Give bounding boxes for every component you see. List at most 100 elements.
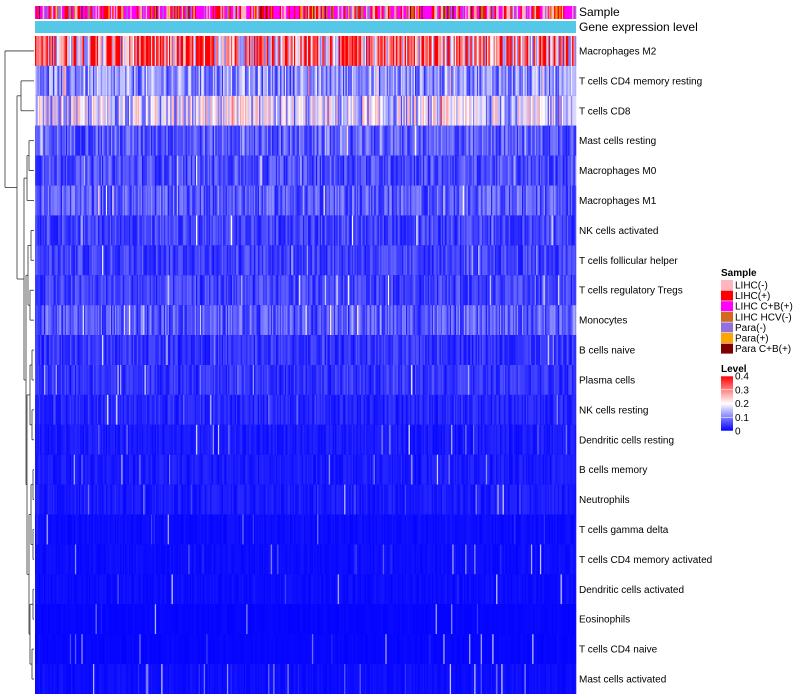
heatmap-cell	[251, 155, 253, 186]
heatmap-cell	[560, 65, 563, 96]
sample-annotation-cell	[174, 6, 176, 19]
heatmap-cell	[90, 36, 92, 66]
heatmap-cell	[212, 245, 215, 276]
heatmap-cell	[467, 125, 470, 156]
heatmap-cell	[175, 155, 177, 186]
heatmap-cell	[420, 275, 422, 306]
sample-annotation-cell	[350, 6, 353, 19]
heatmap-cell	[259, 245, 261, 276]
heatmap-cell	[189, 95, 192, 126]
heatmap-cell	[363, 155, 366, 186]
heatmap-cell	[281, 335, 283, 365]
heatmap-cell	[179, 65, 181, 96]
heatmap-cell	[100, 95, 103, 126]
heatmap-cell	[145, 155, 148, 186]
heatmap-cell	[148, 335, 150, 365]
heatmap-cell	[130, 335, 132, 365]
heatmap-cell	[208, 335, 211, 365]
heatmap-cell	[422, 275, 425, 306]
heatmap-cell	[556, 305, 559, 336]
heatmap-cell	[284, 305, 287, 336]
heatmap-cell	[41, 185, 44, 216]
heatmap-cell	[542, 95, 545, 126]
heatmap-cell	[357, 215, 359, 246]
heatmap-cell	[252, 215, 255, 246]
sample-annotation-cell	[493, 6, 496, 19]
heatmap-cell	[530, 215, 533, 246]
heatmap-cell	[220, 305, 223, 336]
heatmap-cell	[152, 185, 154, 216]
heatmap-cell	[301, 65, 304, 96]
heatmap-cell	[248, 275, 251, 306]
heatmap-cell	[154, 275, 157, 306]
heatmap-cell	[36, 36, 38, 66]
heatmap-cell	[314, 305, 317, 336]
sample-annotation-cell	[73, 6, 76, 19]
heatmap-cell	[318, 215, 320, 246]
heatmap-cell	[317, 335, 319, 365]
heatmap-cell	[188, 65, 190, 96]
heatmap-cell	[60, 245, 63, 276]
heatmap-cell	[527, 36, 529, 66]
heatmap-cell	[81, 65, 83, 96]
heatmap-cell	[436, 275, 439, 306]
heatmap-cell	[77, 155, 80, 186]
heatmap-cell	[443, 155, 445, 186]
heatmap-cell	[485, 125, 488, 156]
heatmap-cell	[311, 36, 314, 66]
heatmap-cell	[333, 275, 336, 306]
heatmap-cell	[96, 65, 99, 96]
heatmap-cell	[484, 245, 487, 276]
heatmap-cell	[342, 215, 345, 246]
heatmap-cell	[342, 335, 345, 365]
heatmap-cell	[147, 155, 149, 186]
heatmap-cell	[552, 245, 555, 276]
heatmap-cell	[211, 65, 214, 96]
heatmap-cell	[515, 305, 518, 336]
heatmap-cell	[272, 305, 274, 336]
heatmap-cell	[103, 245, 105, 276]
heatmap-cell	[125, 215, 127, 246]
heatmap-cell	[458, 65, 461, 96]
heatmap-cell	[466, 95, 469, 126]
heatmap-cell	[277, 65, 279, 96]
heatmap-cell	[264, 125, 266, 156]
sample-annotation-cell	[380, 6, 382, 19]
heatmap-cell	[496, 185, 498, 216]
sample-annotation-cell	[355, 6, 358, 19]
heatmap-cell	[196, 155, 198, 186]
heatmap-cell	[172, 215, 175, 246]
heatmap-cell	[474, 245, 476, 276]
heatmap-cell	[230, 245, 233, 276]
heatmap-cell	[86, 215, 89, 246]
heatmap-cell	[556, 215, 559, 246]
heatmap-cell	[170, 36, 172, 66]
heatmap-cell	[407, 305, 409, 336]
heatmap-cell	[230, 305, 233, 336]
heatmap-cell	[456, 305, 458, 336]
heatmap-cell	[215, 335, 217, 365]
heatmap-cell	[194, 245, 197, 276]
heatmap-cell	[293, 305, 296, 336]
heatmap-cell	[557, 125, 560, 156]
heatmap-cell	[101, 95, 104, 126]
heatmap-cell	[387, 245, 390, 276]
heatmap-cell	[277, 215, 279, 246]
heatmap-cell	[403, 245, 405, 276]
heatmap-cell	[399, 155, 402, 186]
heatmap-cell	[346, 185, 349, 216]
heatmap-cell	[371, 65, 373, 96]
heatmap-cell	[494, 65, 497, 96]
heatmap-cell	[288, 275, 291, 306]
sample-annotation-cell	[114, 6, 117, 19]
heatmap-cell	[354, 305, 357, 336]
heatmap-cell	[131, 36, 134, 66]
heatmap-cell	[340, 245, 342, 276]
sample-annotation-cell	[393, 6, 395, 19]
sample-annotation-cell	[56, 6, 59, 19]
sample-annotation-cell	[345, 6, 348, 19]
heatmap-cell	[469, 125, 471, 156]
heatmap-cell	[35, 65, 37, 96]
heatmap-cell	[373, 335, 376, 365]
sample-annotation-cell	[381, 6, 384, 19]
